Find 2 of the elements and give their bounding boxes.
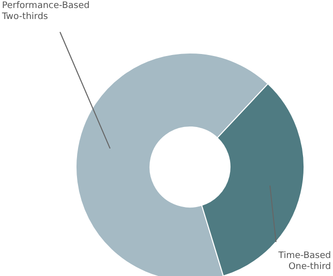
slice-label: Time-Based One-third — [277, 251, 331, 272]
slice-label: Performance-Based Two-thirds — [1, 1, 90, 22]
